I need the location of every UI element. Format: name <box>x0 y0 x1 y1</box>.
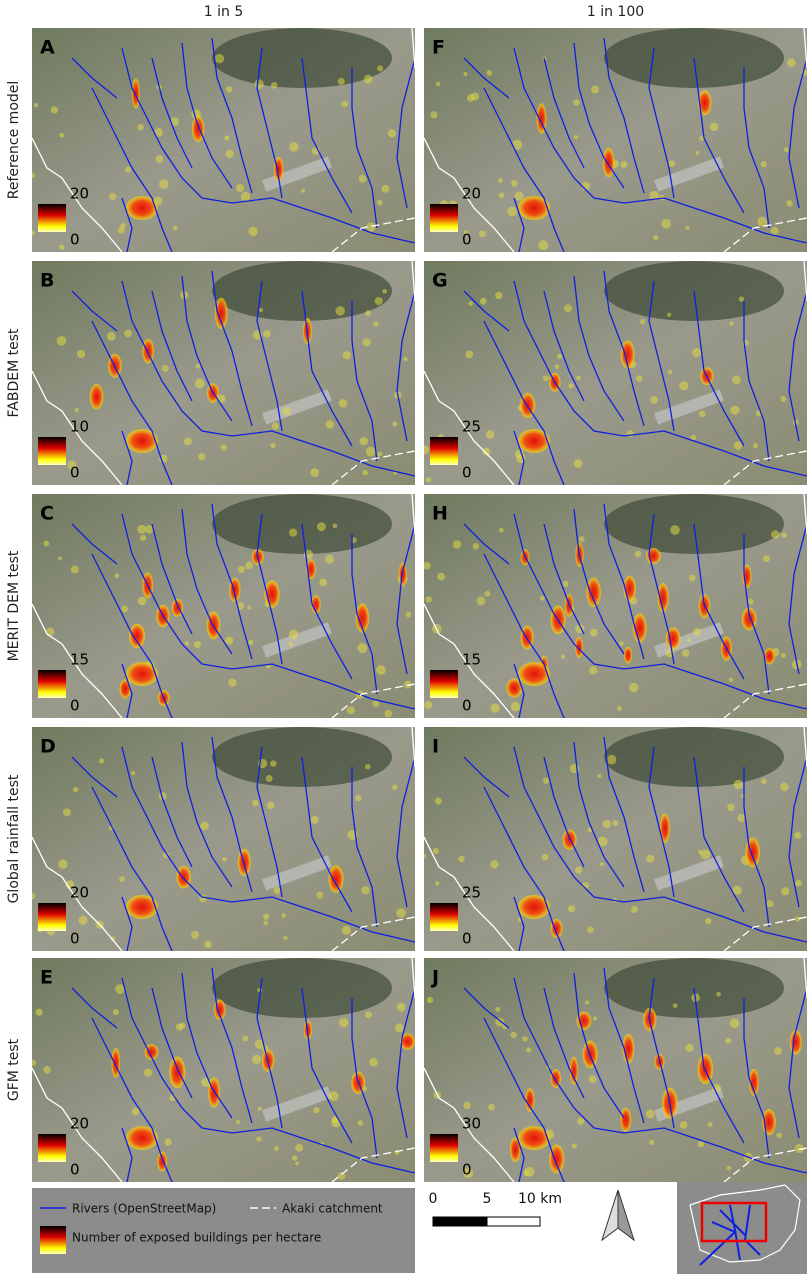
legend-ramp <box>430 903 458 931</box>
legend-max: 20 <box>462 185 481 203</box>
legend-ramp <box>38 903 66 931</box>
legend-max: 25 <box>462 418 481 436</box>
legend-max: 15 <box>462 651 481 669</box>
legend-max: 10 <box>70 418 89 436</box>
panel-letter: I <box>432 736 439 758</box>
legend-max: 25 <box>462 884 481 902</box>
legend-ramp <box>38 670 66 698</box>
legend-min: 0 <box>70 930 80 948</box>
legend-max: 20 <box>70 1115 89 1133</box>
legend-ramp <box>38 1134 66 1162</box>
inset-map <box>677 1182 807 1274</box>
row-label: MERIT DEM test <box>6 550 22 661</box>
legend-catchment: Akaki catchment <box>282 1202 383 1216</box>
legend-max: 15 <box>70 651 89 669</box>
legend-ramp <box>430 1134 458 1162</box>
column-header: 1 in 5 <box>204 4 243 20</box>
legend-max: 20 <box>70 884 89 902</box>
legend: Rivers (OpenStreetMap) Akaki catchment Num… <box>32 1188 415 1273</box>
map-panel: B 10 0 <box>32 261 415 485</box>
row-label: Global rainfall test <box>6 774 22 903</box>
panel-letter: B <box>40 270 54 292</box>
scale-label: 5 <box>483 1191 492 1207</box>
legend-min: 0 <box>462 1161 472 1179</box>
map-panel: E 20 0 <box>32 958 415 1182</box>
map-panel: G 25 0 <box>424 261 807 485</box>
panel-letter: F <box>432 37 445 59</box>
panel-letter: J <box>430 967 439 989</box>
map-panel: C 15 0 <box>32 494 415 718</box>
panel-letter: A <box>40 37 55 59</box>
legend-max: 30 <box>462 1115 481 1133</box>
legend-rivers: Rivers (OpenStreetMap) <box>72 1202 216 1216</box>
map-panel: F 20 0 <box>424 28 807 252</box>
legend-ramp <box>430 204 458 232</box>
map-panel: I 25 0 <box>424 727 807 951</box>
legend-ramp <box>430 437 458 465</box>
row-label: GFM test <box>6 1038 22 1101</box>
legend-min: 0 <box>462 697 472 715</box>
north-arrow <box>601 1189 635 1242</box>
map-panel: J 30 0 <box>424 958 807 1182</box>
legend-ramp <box>38 204 66 232</box>
legend-ramp <box>430 670 458 698</box>
scale-bar: 0 5 10 km <box>429 1191 562 1227</box>
panel-letter: C <box>40 503 54 525</box>
legend-max: 20 <box>70 185 89 203</box>
panel-letter: E <box>40 967 53 989</box>
legend-min: 0 <box>462 231 472 249</box>
legend-min: 0 <box>70 231 80 249</box>
row-label: FABDEM test <box>6 328 22 418</box>
map-panel: H 15 0 <box>424 494 807 718</box>
legend-min: 0 <box>70 1161 80 1179</box>
legend-exposure: Number of exposed buildings per hectare <box>72 1231 321 1245</box>
legend-min: 0 <box>70 464 80 482</box>
panel-letter: D <box>40 736 56 758</box>
legend-ramp <box>38 437 66 465</box>
panel-letter: G <box>432 270 448 292</box>
panel-letter: H <box>432 503 448 525</box>
map-panel: A 20 0 <box>32 28 415 252</box>
scale-label: 10 km <box>518 1191 562 1207</box>
legend-min: 0 <box>462 930 472 948</box>
column-header: 1 in 100 <box>587 4 644 20</box>
legend-min: 0 <box>70 697 80 715</box>
map-panel: D 20 0 <box>32 727 415 951</box>
legend-min: 0 <box>462 464 472 482</box>
scale-label: 0 <box>429 1191 438 1207</box>
row-label: Reference model <box>6 81 22 200</box>
